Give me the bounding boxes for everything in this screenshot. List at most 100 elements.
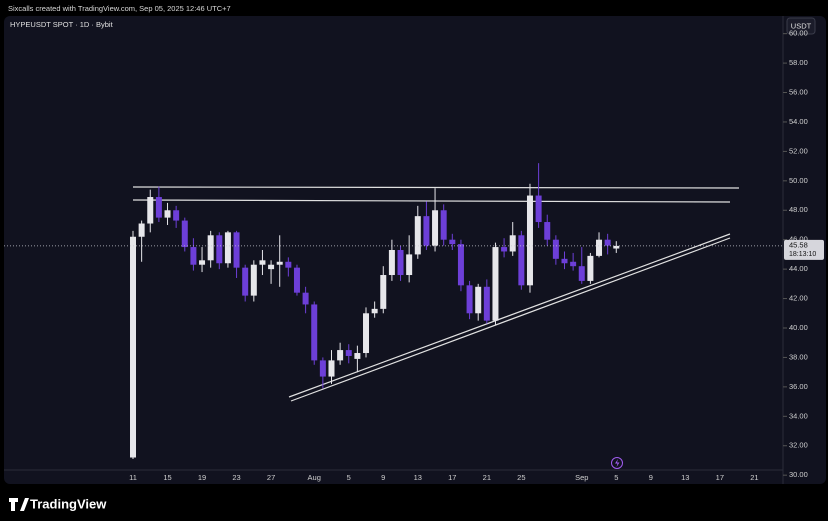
candle-body — [319, 360, 326, 377]
trend-line — [288, 233, 731, 398]
candle-body — [138, 223, 145, 237]
y-tick-label: 48.00 — [789, 205, 808, 214]
candle-body — [466, 285, 473, 314]
x-tick-label: 17 — [448, 473, 456, 482]
candle-body — [259, 260, 266, 265]
candle-body — [285, 261, 292, 268]
candle-body — [130, 236, 136, 458]
candle-body — [475, 286, 482, 314]
candle-body — [518, 235, 525, 286]
candle-body — [388, 250, 395, 276]
candle-body — [406, 254, 413, 276]
candle-body — [535, 195, 542, 223]
x-tick-label: 27 — [267, 473, 275, 482]
candle-body — [293, 267, 300, 293]
candle-body — [552, 239, 559, 259]
candle-body — [544, 222, 551, 240]
candle-body — [440, 210, 447, 240]
trend-line — [290, 237, 731, 402]
y-tick-label: 44.00 — [789, 264, 808, 273]
candle-body — [371, 308, 378, 314]
candle-body — [147, 197, 154, 224]
last-price-label: 45.58 — [789, 240, 808, 249]
candle-body — [216, 235, 223, 264]
candle-body — [578, 266, 585, 281]
x-tick-label: 15 — [163, 473, 171, 482]
candle-body — [509, 235, 516, 252]
candle-body — [432, 210, 439, 246]
event-icon[interactable] — [611, 457, 623, 469]
plot: 30.00 32.00 34.00 36.00 38.00 40.00 42.00 44.00… — [4, 29, 824, 482]
resistance-line — [132, 199, 731, 203]
y-tick-label: 56.00 — [789, 88, 808, 97]
candle-body — [501, 247, 508, 252]
candle-body — [613, 245, 620, 249]
candle-body — [570, 261, 577, 267]
x-tick-label: 9 — [381, 473, 385, 482]
y-tick-label: 42.00 — [789, 294, 808, 303]
y-tick-label: 40.00 — [789, 323, 808, 332]
candle-body — [596, 239, 603, 256]
candle-body — [397, 250, 404, 276]
candle-body — [492, 247, 499, 321]
y-tick-label: 34.00 — [789, 411, 808, 420]
x-tick-label: 9 — [649, 473, 653, 482]
candle-body — [345, 350, 352, 356]
x-tick-label: 21 — [750, 473, 758, 482]
candle-body — [276, 261, 283, 265]
candle-body — [561, 258, 568, 264]
candle-body — [268, 264, 275, 270]
y-tick-label: 38.00 — [789, 352, 808, 361]
candle-body — [181, 220, 188, 248]
candle-body — [233, 232, 240, 268]
resistance-line — [132, 186, 740, 189]
x-tick-label: 5 — [347, 473, 351, 482]
x-tick-label: Aug — [308, 473, 321, 482]
candle-body — [449, 239, 456, 245]
credit: Sixcalls created with TradingView.com, S… — [8, 4, 231, 13]
y-tick-label: 52.00 — [789, 146, 808, 155]
y-tick-label: 54.00 — [789, 117, 808, 126]
candle-body — [328, 360, 335, 377]
x-tick-label: 13 — [681, 473, 689, 482]
candle-body — [155, 197, 162, 218]
x-tick-label: 25 — [517, 473, 525, 482]
y-tick-label: 58.00 — [789, 58, 808, 67]
y-tick-label: 32.00 — [789, 441, 808, 450]
currency-button[interactable] — [786, 17, 816, 35]
y-tick-label: 50.00 — [789, 176, 808, 185]
candle-body — [337, 350, 344, 361]
symbol-title: HYPEUSDT SPOT · 1D · Bybit — [10, 20, 114, 29]
logo-text: TradingView — [30, 496, 107, 511]
candle-body — [250, 264, 257, 296]
candle-body — [526, 195, 533, 286]
candle-body — [483, 286, 490, 321]
candle-body — [414, 216, 421, 255]
candle-body — [224, 232, 231, 264]
candle-body — [587, 255, 594, 281]
candle-body — [363, 313, 370, 354]
candle-body — [380, 275, 387, 309]
x-tick-label: 21 — [483, 473, 491, 482]
y-tick-label: 46.00 — [789, 235, 808, 244]
currency-label: USDT — [791, 21, 812, 30]
y-tick-label: 30.00 — [789, 470, 808, 479]
candle-body — [190, 247, 197, 265]
candle-body — [423, 216, 430, 246]
x-tick-label: 17 — [716, 473, 724, 482]
x-tick-label: 23 — [232, 473, 240, 482]
candle-body — [302, 292, 309, 305]
countdown-label: 18:13:10 — [789, 251, 816, 258]
candle-body — [311, 304, 318, 361]
last-price-box — [784, 239, 824, 260]
y-tick-label: 60.00 — [789, 29, 808, 38]
candle-body — [207, 235, 214, 261]
event-bolt — [615, 459, 620, 467]
candle-body — [199, 260, 206, 265]
candle-body — [354, 353, 361, 359]
tv-logo: TradingView — [9, 496, 107, 511]
x-tick-label: 19 — [198, 473, 206, 482]
candle-body — [242, 267, 249, 296]
